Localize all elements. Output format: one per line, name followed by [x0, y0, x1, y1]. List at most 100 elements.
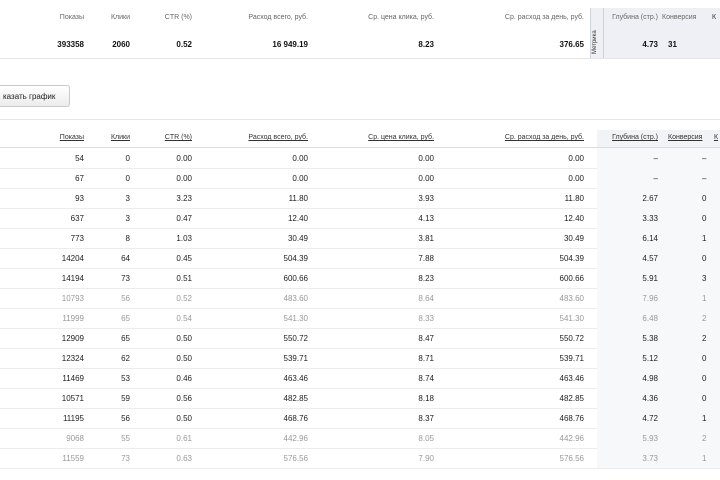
cell-depth: 4.36: [642, 394, 658, 403]
cell-cpc: 8.74: [418, 374, 434, 383]
summary-values-row: 393358 2060 0.52 16 949.19 8.23 376.65 4…: [0, 30, 720, 59]
cell-clicks: 8: [125, 234, 130, 243]
row-shade: [597, 348, 720, 368]
cell-shows: 9068: [66, 434, 84, 443]
row-shade: [597, 148, 720, 168]
column-header-spend[interactable]: Расход всего, руб.: [248, 134, 308, 141]
cell-cpc: 8.47: [418, 334, 434, 343]
cell-daily: 30.49: [563, 234, 584, 243]
metrika-column-header[interactable]: Метрика: [590, 8, 604, 58]
cell-daily: 600.66: [559, 274, 584, 283]
table-row: 10571 59 0.56 482.85 8.18 482.85 4.36 0: [0, 388, 720, 409]
summary-header-depth: Глубина (стр.): [612, 14, 658, 21]
cell-clicks: 56: [121, 294, 130, 303]
column-header-shows[interactable]: Показы: [59, 134, 84, 141]
cell-shows: 10793: [61, 294, 84, 303]
summary-depth: 4.73: [642, 40, 658, 49]
cell-spend: 12.40: [287, 214, 308, 223]
table-header: Показы Клики CTR (%) Расход всего, руб. …: [0, 130, 720, 148]
row-shade: [597, 428, 720, 448]
table-row: 11469 53 0.46 463.46 8.74 463.46 4.98 0: [0, 368, 720, 389]
column-header-cpc[interactable]: Ср. цена клика, руб.: [368, 134, 434, 141]
cell-cpc: 8.64: [418, 294, 434, 303]
cell-conversion: 1: [702, 234, 707, 243]
cell-ctr: 0.54: [176, 314, 192, 323]
summary-header-truncated: К: [712, 14, 717, 21]
cell-conversion: 2: [702, 334, 707, 343]
summary-header-ctr: CTR (%): [164, 14, 192, 21]
cell-conversion: 0: [702, 254, 707, 263]
row-shade: [597, 268, 720, 288]
cell-clicks: 3: [125, 194, 130, 203]
cell-shows: 11999: [62, 314, 84, 323]
summary-header-spend: Расход всего, руб.: [248, 14, 308, 21]
section-divider: [0, 119, 720, 120]
table-row: 10793 56 0.52 483.60 8.64 483.60 7.96 1: [0, 288, 720, 309]
cell-depth: 4.98: [642, 374, 658, 383]
cell-clicks: 3: [125, 214, 130, 223]
cell-cpc: 7.90: [418, 454, 434, 463]
row-shade: [597, 368, 720, 388]
cell-clicks: 53: [121, 374, 130, 383]
table-row: 14194 73 0.51 600.66 8.23 600.66 5.91 3: [0, 268, 720, 289]
row-shade: [597, 388, 720, 408]
row-shade: [597, 408, 720, 428]
cell-ctr: 0.00: [176, 174, 192, 183]
cell-conversion: 1: [702, 294, 707, 303]
cell-cpc: 8.18: [418, 394, 434, 403]
cell-spend: 468.76: [283, 414, 308, 423]
row-shade: [597, 448, 720, 468]
column-header-depth[interactable]: Глубина (стр.): [612, 134, 658, 141]
row-shade: [597, 168, 720, 188]
cell-ctr: 0.61: [176, 434, 192, 443]
show-chart-button[interactable]: казать график: [0, 85, 70, 107]
table-row: 14204 64 0.45 504.39 7.88 504.39 4.57 0: [0, 248, 720, 269]
row-shade: [597, 288, 720, 308]
cell-clicks: 59: [121, 394, 130, 403]
table-row: 773 8 1.03 30.49 3.81 30.49 6.14 1: [0, 228, 720, 249]
summary-shows: 393358: [57, 40, 84, 49]
cell-depth: 3.33: [642, 214, 658, 223]
cell-ctr: 0.00: [176, 154, 192, 163]
column-header-conversion[interactable]: Конверсия: [668, 134, 703, 141]
cell-shows: 11559: [62, 454, 84, 463]
table-row: 54 0 0.00 0.00 0.00 0.00 – –: [0, 148, 720, 169]
cell-daily: 442.96: [559, 434, 584, 443]
cell-daily: 12.40: [563, 214, 584, 223]
summary-ctr: 0.52: [176, 40, 192, 49]
cell-spend: 539.71: [283, 354, 308, 363]
cell-spend: 30.49: [287, 234, 308, 243]
cell-conversion: 2: [702, 314, 707, 323]
cell-cpc: 8.37: [418, 414, 434, 423]
cell-depth: 5.12: [642, 354, 658, 363]
table-row: 11999 65 0.54 541.30 8.33 541.30 6.48 2: [0, 308, 720, 329]
column-header-daily[interactable]: Ср. расход за день, руб.: [504, 134, 584, 141]
cell-clicks: 73: [121, 274, 130, 283]
cell-clicks: 0: [125, 174, 130, 183]
cell-shows: 637: [70, 214, 84, 223]
table-row: 9068 55 0.61 442.96 8.05 442.96 5.93 2: [0, 428, 720, 449]
column-header-clicks[interactable]: Клики: [110, 134, 130, 141]
table-row: 12909 65 0.50 550.72 8.47 550.72 5.38 2: [0, 328, 720, 349]
cell-shows: 12909: [61, 334, 84, 343]
cell-cpc: 7.88: [418, 254, 434, 263]
column-header-ctr[interactable]: CTR (%): [164, 134, 192, 141]
cell-daily: 11.80: [564, 194, 584, 203]
cell-cpc: 4.13: [418, 214, 434, 223]
cell-daily: 539.71: [559, 354, 584, 363]
cell-ctr: 1.03: [176, 234, 192, 243]
cell-ctr: 0.52: [176, 294, 192, 303]
summary-header: Показы Клики CTR (%) Расход всего, руб. …: [0, 0, 720, 30]
cell-daily: 468.76: [559, 414, 584, 423]
cell-clicks: 0: [125, 154, 130, 163]
summary-header-clicks: Клики: [110, 14, 130, 21]
cell-depth: 5.38: [642, 334, 658, 343]
cell-depth: 3.73: [642, 454, 658, 463]
cell-clicks: 65: [121, 334, 130, 343]
cell-shows: 773: [70, 234, 84, 243]
cell-shows: 11195: [62, 414, 84, 423]
cell-daily: 0.00: [568, 174, 584, 183]
cell-ctr: 0.50: [176, 354, 192, 363]
cell-spend: 482.85: [283, 394, 308, 403]
table-row: 93 3 3.23 11.80 3.93 11.80 2.67 0: [0, 188, 720, 209]
